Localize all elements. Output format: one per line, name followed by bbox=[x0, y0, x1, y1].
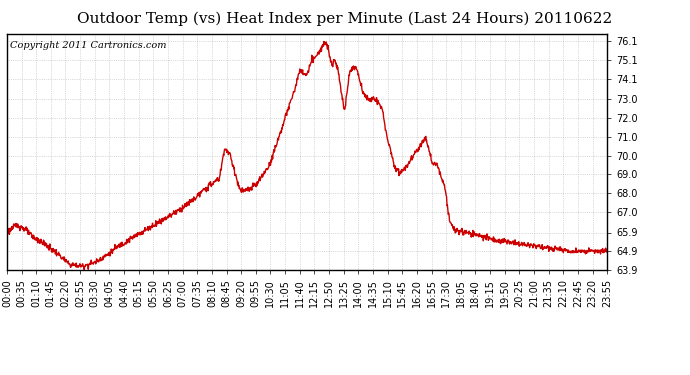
Text: Copyright 2011 Cartronics.com: Copyright 2011 Cartronics.com bbox=[10, 41, 166, 50]
Text: Outdoor Temp (vs) Heat Index per Minute (Last 24 Hours) 20110622: Outdoor Temp (vs) Heat Index per Minute … bbox=[77, 11, 613, 26]
